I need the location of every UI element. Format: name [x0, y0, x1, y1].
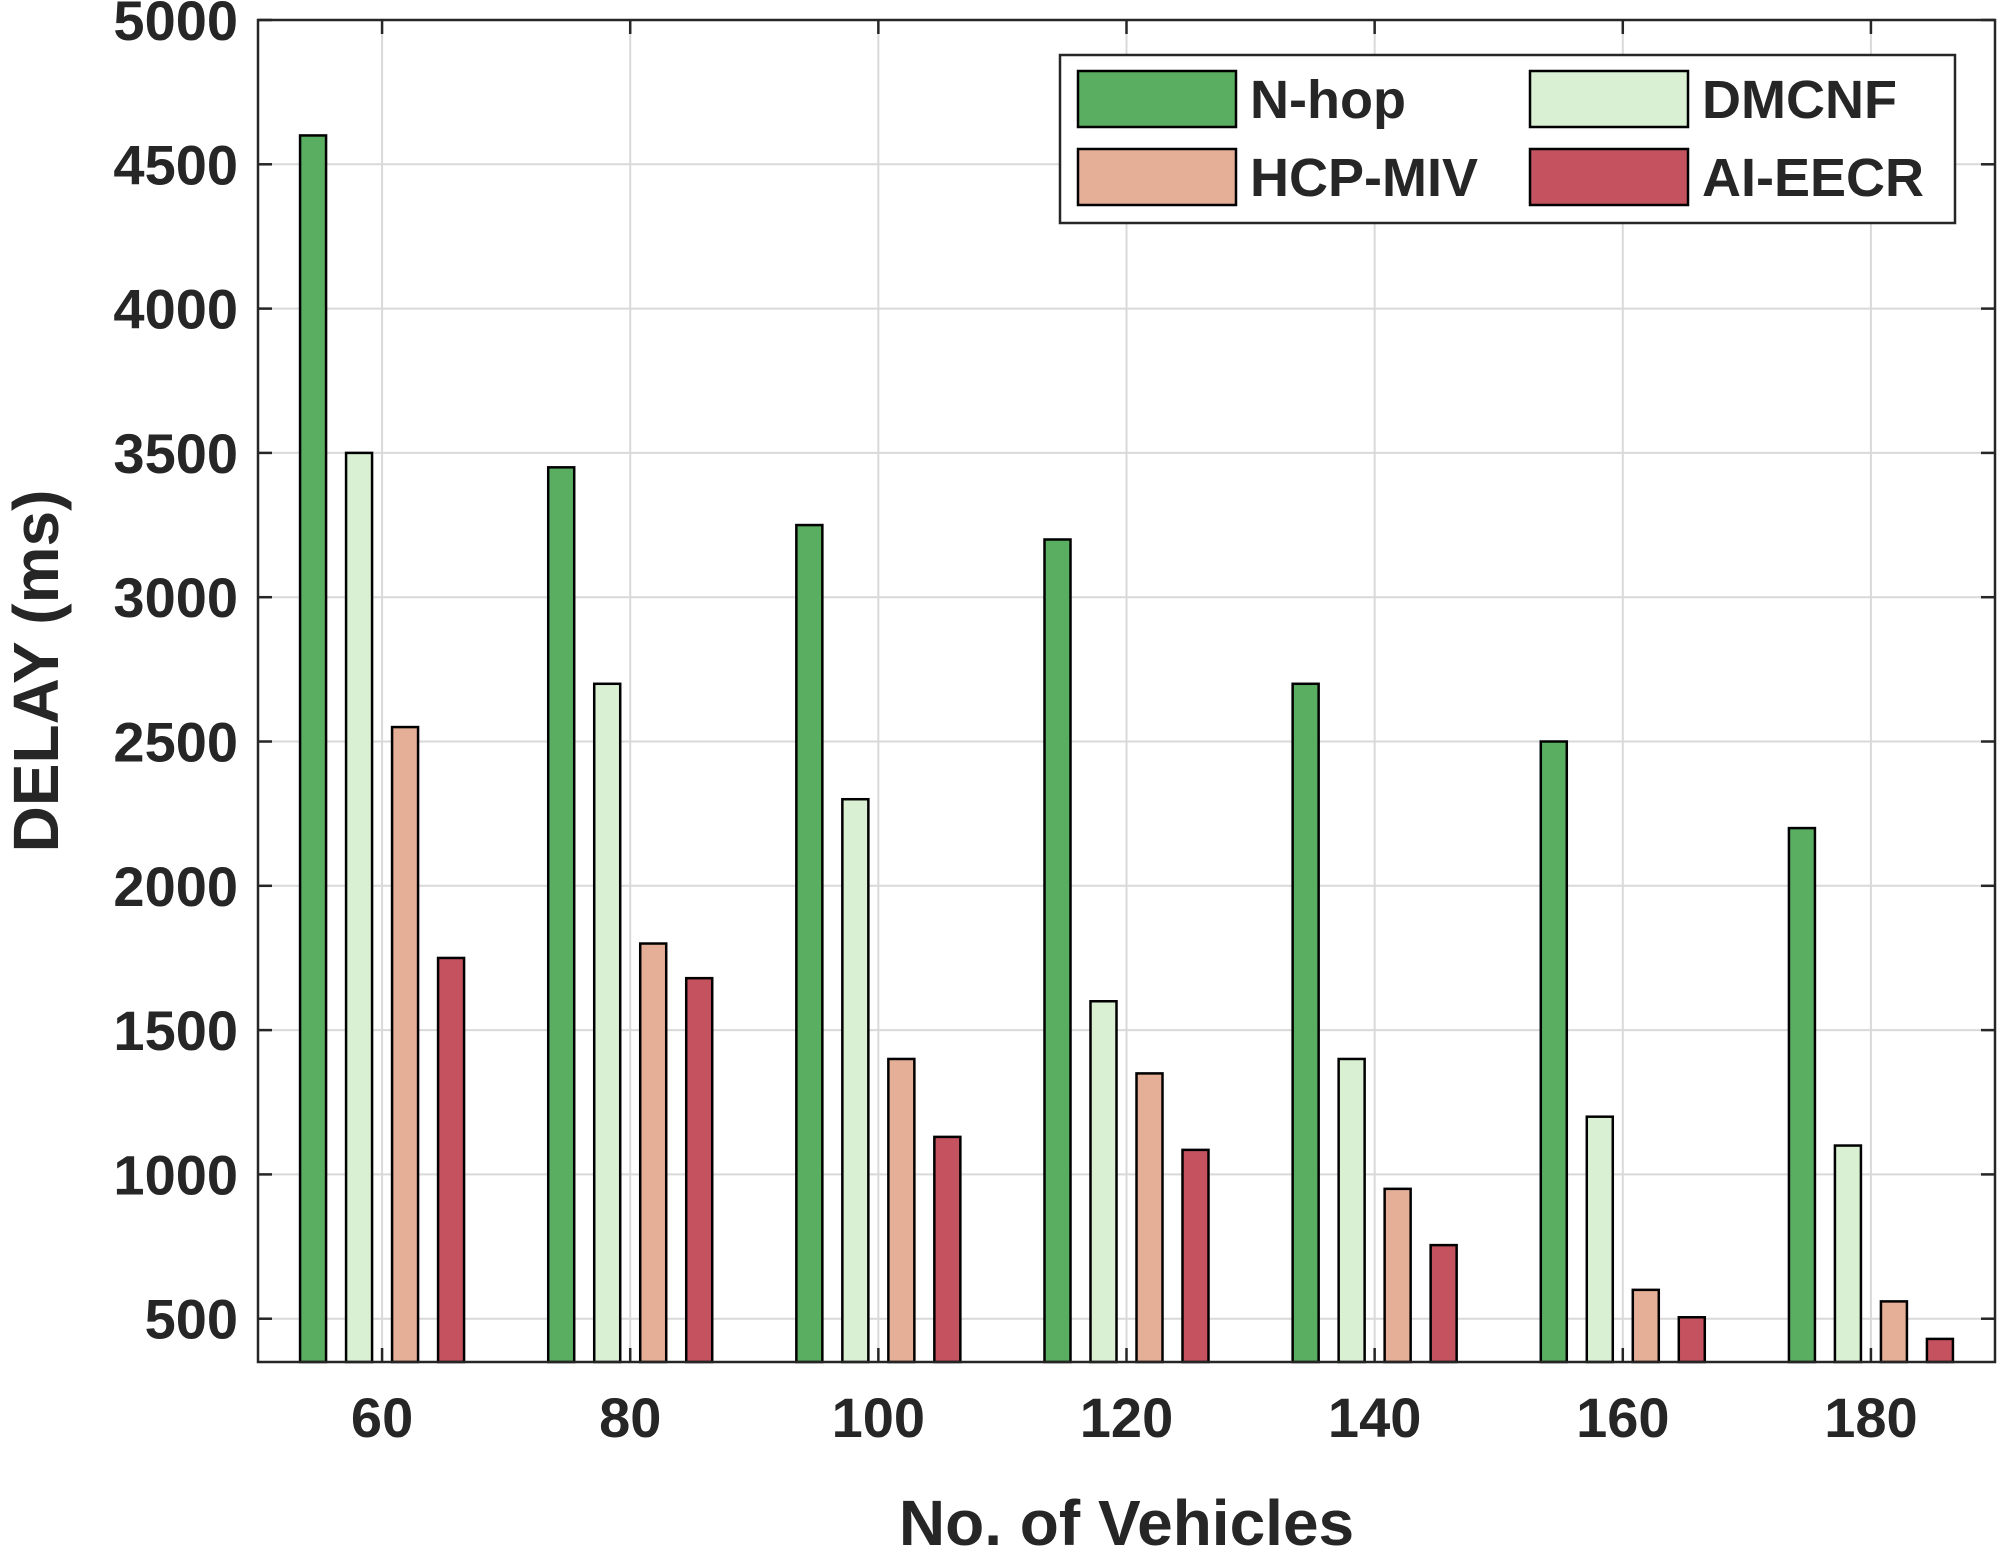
bar-n-hop: [1291, 682, 1320, 1364]
bar-ai-eecr: [1181, 1148, 1210, 1364]
y-tick-label: 5000: [113, 0, 238, 52]
bar-n-hop: [298, 134, 328, 1364]
legend: N-hop DMCNF HCP-MIV AI-EECR: [1058, 53, 1957, 225]
y-tick-label: 2500: [113, 711, 238, 774]
bar-hcp-miv: [1383, 1187, 1412, 1364]
bar-n-hop: [546, 466, 576, 1364]
bar-n-hop: [1043, 538, 1072, 1364]
legend-swatch: [1076, 147, 1238, 207]
bar-hcp-miv: [887, 1057, 916, 1364]
bar-dmcnf: [344, 451, 374, 1364]
bar-dmcnf: [1833, 1144, 1863, 1364]
bar-ai-eecr: [933, 1135, 962, 1364]
bar-hcp-miv: [1631, 1288, 1661, 1364]
y-tick-label: 1000: [113, 1143, 238, 1206]
legend-swatch: [1528, 69, 1690, 129]
y-tick-label: 1500: [113, 999, 238, 1062]
bar-dmcnf: [841, 797, 870, 1364]
bar-dmcnf: [1585, 1115, 1615, 1364]
bar-ai-eecr: [1429, 1243, 1458, 1364]
bar-hcp-miv: [638, 942, 668, 1364]
bar-n-hop: [1787, 826, 1817, 1364]
y-tick-label: 3000: [113, 566, 238, 629]
legend-label: DMCNF: [1702, 70, 1897, 130]
bars: [298, 134, 1955, 1364]
bar-n-hop: [1539, 740, 1569, 1364]
legend-label: AI-EECR: [1702, 148, 1924, 208]
x-tick-label: 60: [351, 1386, 413, 1449]
legend-swatch: [1528, 147, 1690, 207]
y-axis-title: DELAY (ms): [0, 490, 72, 853]
legend-swatch: [1076, 69, 1238, 129]
bar-dmcnf: [1337, 1057, 1366, 1364]
y-tick-label: 4500: [113, 133, 238, 196]
y-tick-label: 500: [145, 1288, 238, 1351]
y-tick-label: 4000: [113, 278, 238, 341]
x-tick-label: 120: [1080, 1386, 1173, 1449]
x-tick-label: 100: [832, 1386, 925, 1449]
y-tick-label: 3500: [113, 422, 238, 485]
legend-label: HCP-MIV: [1250, 148, 1478, 208]
bar-ai-eecr: [1925, 1337, 1955, 1364]
bar-hcp-miv: [1135, 1072, 1164, 1364]
legend-label: N-hop: [1250, 70, 1406, 130]
bar-dmcnf: [592, 682, 622, 1364]
bar-dmcnf: [1089, 999, 1118, 1364]
x-tick-label: 80: [599, 1386, 661, 1449]
x-tick-label: 160: [1576, 1386, 1669, 1449]
bar-hcp-miv: [1879, 1300, 1909, 1364]
bar-ai-eecr: [436, 956, 466, 1364]
axis-ticks: 500 1000 1500 2000 2500 3000 3500 4000 4500 5000 6…: [113, 0, 1995, 1449]
bar-hcp-miv: [390, 725, 420, 1364]
x-tick-label: 180: [1824, 1386, 1917, 1449]
bar-n-hop: [795, 523, 824, 1364]
y-tick-label: 2000: [113, 855, 238, 918]
bar-ai-eecr: [1677, 1316, 1707, 1364]
x-tick-label: 140: [1328, 1386, 1421, 1449]
bar-ai-eecr: [684, 976, 714, 1364]
x-axis-title: No. of Vehicles: [899, 1487, 1354, 1554]
